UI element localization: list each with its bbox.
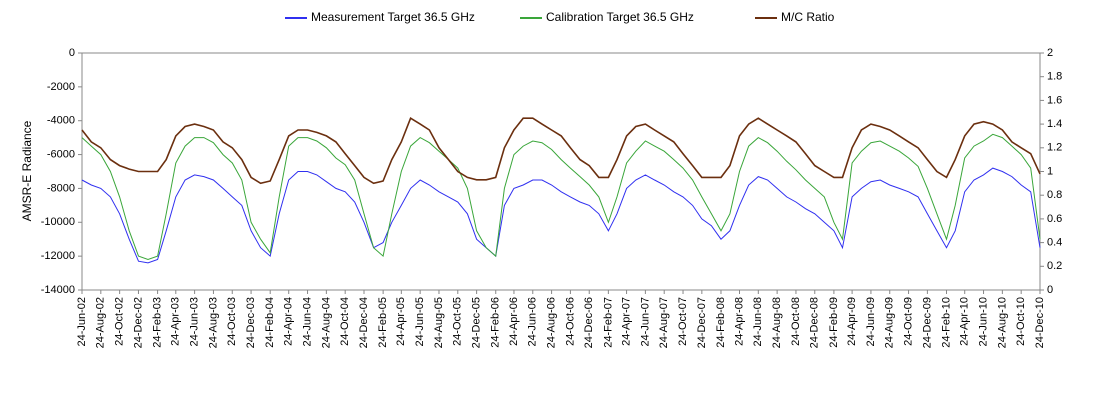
x-tick-label: 24-Oct-06 [564, 297, 576, 346]
y2-tick-label: 1 [1047, 165, 1053, 177]
x-tick-label: 24-Oct-02 [114, 297, 126, 346]
x-tick-label: 24-Oct-09 [902, 297, 914, 346]
y-tick-label: -2000 [47, 81, 75, 93]
x-tick-label: 24-Dec-03 [245, 297, 257, 348]
series-line [81, 167, 1041, 264]
x-tick-label: 24-Dec-05 [471, 297, 483, 348]
x-tick-label: 24-Feb-06 [490, 297, 502, 348]
x-tick-label: 24-Apr-08 [733, 297, 745, 346]
y2-tick-label: 2 [1047, 47, 1053, 59]
x-tick-label: 24-Dec-07 [696, 297, 708, 348]
x-tick-label: 24-Dec-09 [921, 297, 933, 348]
x-tick-label: 24-Apr-09 [846, 297, 858, 346]
legend-label: M/C Ratio [781, 10, 835, 24]
series-line [81, 117, 1041, 185]
x-tick-label: 24-Feb-10 [940, 297, 952, 348]
x-tick-label: 24-Feb-08 [715, 297, 727, 348]
x-tick-label: 24-Jun-06 [527, 297, 539, 347]
x-tick-label: 24-Aug-04 [320, 297, 332, 348]
x-tick-label: 24-Feb-05 [377, 297, 389, 348]
y2-tick-label: 0 [1047, 284, 1053, 296]
y-tick-label: -12000 [41, 250, 75, 262]
x-tick-label: 24-Jun-10 [977, 297, 989, 347]
y-axis-title: AMSR-E Radiance [20, 120, 34, 221]
x-tick-label: 24-Feb-04 [264, 297, 276, 348]
x-tick-label: 24-Apr-05 [395, 297, 407, 346]
y2-tick-label: 0.8 [1047, 189, 1062, 201]
x-tick-label: 24-Apr-10 [959, 297, 971, 346]
series-line [81, 133, 1041, 261]
x-tick-label: 24-Aug-09 [884, 297, 896, 348]
x-tick-label: 24-Apr-04 [283, 297, 295, 346]
x-tick-label: 24-Apr-07 [620, 297, 632, 346]
x-tick-label: 24-Dec-02 [132, 297, 144, 348]
x-tick-label: 24-Dec-08 [809, 297, 821, 348]
y-tick-label: -4000 [47, 115, 75, 127]
x-tick-label: 24-Feb-03 [151, 297, 163, 348]
y2-tick-label: 1.2 [1047, 142, 1062, 154]
x-tick-label: 24-Apr-03 [170, 297, 182, 346]
x-tick-label: 24-Jun-04 [301, 297, 313, 347]
legend-label: Calibration Target 36.5 GHz [546, 10, 694, 24]
x-tick-label: 24-Oct-10 [1015, 297, 1027, 346]
y2-tick-label: 0.2 [1047, 260, 1062, 272]
x-tick-label: 24-Aug-03 [207, 297, 219, 348]
y-tick-label: -6000 [47, 148, 75, 160]
x-tick-label: 24-Feb-09 [828, 297, 840, 348]
x-tick-label: 24-Dec-06 [583, 297, 595, 348]
y-tick-label: 0 [69, 47, 75, 59]
x-tick-label: 24-Jun-05 [414, 297, 426, 347]
y-tick-label: -14000 [41, 284, 75, 296]
x-tick-label: 24-Aug-07 [658, 297, 670, 348]
x-tick-label: 24-Dec-10 [1034, 297, 1046, 348]
x-tick-label: 24-Aug-06 [545, 297, 557, 348]
x-tick-label: 24-Aug-08 [771, 297, 783, 348]
x-tick-label: 24-Aug-02 [95, 297, 107, 348]
y-tick-label: -8000 [47, 182, 75, 194]
plot-frame [81, 52, 1041, 291]
x-tick-label: 24-Aug-05 [433, 297, 445, 348]
y2-tick-label: 0.6 [1047, 213, 1062, 225]
x-tick-label: 24-Oct-08 [790, 297, 802, 346]
y2-tick-label: 1.6 [1047, 94, 1062, 106]
x-tick-label: 24-Oct-03 [226, 297, 238, 346]
y-tick-label: -10000 [41, 216, 75, 228]
y2-tick-label: 0.4 [1047, 237, 1062, 249]
x-tick-label: 24-Jun-07 [639, 297, 651, 347]
x-tick-label: 24-Jun-03 [189, 297, 201, 347]
x-tick-label: 24-Dec-04 [358, 297, 370, 348]
x-tick-label: 24-Feb-07 [602, 297, 614, 348]
x-tick-label: 24-Aug-10 [996, 297, 1008, 348]
x-tick-label: 24-Jun-08 [752, 297, 764, 347]
legend-label: Measurement Target 36.5 GHz [311, 10, 475, 24]
x-tick-label: 24-Oct-05 [452, 297, 464, 346]
x-tick-label: 24-Jun-09 [865, 297, 877, 347]
x-tick-label: 24-Oct-07 [677, 297, 689, 346]
x-tick-label: 24-Apr-06 [508, 297, 520, 346]
y2-tick-label: 1.8 [1047, 71, 1062, 83]
x-tick-label: 24-Jun-02 [76, 297, 88, 347]
y2-tick-label: 1.4 [1047, 118, 1062, 130]
x-tick-label: 24-Oct-04 [339, 297, 351, 346]
